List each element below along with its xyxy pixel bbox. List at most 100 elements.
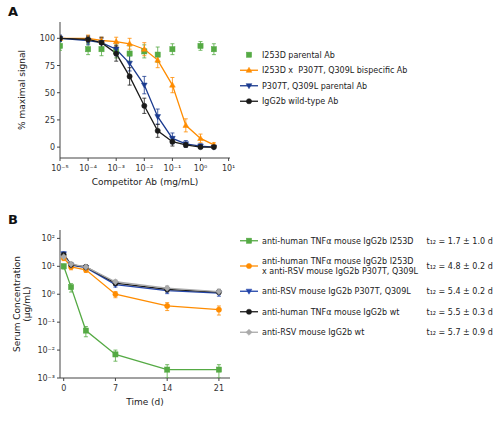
- y-tick-label: 10⁰: [42, 290, 55, 299]
- error-bar: [60, 36, 62, 40]
- data-point: [127, 61, 133, 66]
- legend-half-life: t₁₂ = 5.7 ± 0.9 d: [427, 328, 493, 337]
- data-point: [60, 36, 63, 41]
- error-bar: [113, 350, 117, 361]
- error-bar: [142, 43, 146, 56]
- data-point: [165, 367, 170, 372]
- chart-root: 10⁻⁵10⁻⁴10⁻³10⁻²10⁻¹10⁰10¹0255075100Comp…: [0, 0, 500, 428]
- y-tick-label: 100: [40, 34, 55, 43]
- x-tick: [200, 158, 201, 161]
- data-point: [60, 43, 63, 48]
- data-point: [216, 367, 221, 372]
- error-cap: [113, 297, 117, 298]
- y-tick-label: 75: [45, 62, 55, 71]
- text-line: anti-RSV mouse IgG2b P307T, Q309L: [262, 287, 411, 296]
- legend-half-life: t₁₂ = 1.7 ± 1.0 d: [427, 237, 493, 246]
- x-tick: [115, 378, 116, 381]
- data-point: [198, 135, 204, 140]
- error-cap: [198, 41, 202, 42]
- x-axis-line: [60, 378, 230, 379]
- y-tick: [57, 238, 60, 239]
- error-bar: [62, 264, 66, 269]
- error-cap: [142, 57, 146, 58]
- panel-title: B: [8, 212, 18, 227]
- data-point: [83, 264, 89, 270]
- x-tick-label: 10⁻⁴: [79, 164, 97, 173]
- y-tick: [57, 294, 60, 295]
- data-point: [99, 40, 104, 45]
- text-line: x anti-RSV mouse IgG2b P307T, Q309L: [262, 267, 419, 276]
- y-tick-label: 10¹: [42, 262, 55, 271]
- legend-marker: [246, 309, 251, 314]
- data-point: [113, 39, 119, 44]
- error-cap: [113, 361, 117, 362]
- data-group: [61, 252, 222, 378]
- series-line: [64, 257, 219, 292]
- data-point: [141, 83, 147, 88]
- text-line: anti-human TNFα mouse IgG2b I253D: [262, 237, 413, 246]
- y-tick: [57, 378, 60, 379]
- y-tick-label: 10⁻²: [37, 346, 55, 355]
- x-tick-label: 10¹: [222, 164, 235, 173]
- error-cap: [69, 292, 73, 293]
- error-bar: [114, 46, 118, 61]
- error-bar: [114, 43, 118, 56]
- data-point: [127, 51, 132, 56]
- data-point: [198, 145, 203, 150]
- legend-label: I253D parental Ab: [262, 51, 335, 60]
- x-tick: [144, 158, 145, 161]
- y-axis-line: [60, 230, 61, 378]
- error-bar: [170, 133, 174, 144]
- series-line: [64, 266, 219, 369]
- error-cap: [170, 132, 174, 133]
- y-tick-label: 10⁻¹: [37, 318, 55, 327]
- y-tick-label: 10²: [42, 234, 55, 243]
- error-cap: [86, 44, 90, 45]
- x-tick: [172, 158, 173, 161]
- text-line: I253D parental Ab: [262, 51, 335, 60]
- series-line: [60, 38, 214, 147]
- error-bar: [184, 119, 188, 132]
- data-point: [155, 52, 160, 57]
- error-bar: [156, 47, 160, 62]
- legend-marker: [246, 52, 251, 57]
- legend-label: I253D x P307T, Q309L bispecific Ab: [262, 66, 407, 75]
- text-line: % maximal signal: [17, 50, 27, 130]
- data-point: [211, 47, 216, 52]
- y-axis-label: Serum Concentration(μg/mL): [12, 256, 32, 352]
- y-tick-label: 50: [45, 89, 55, 98]
- text-line: IgG2b wild-type Ab: [262, 97, 338, 106]
- error-bar: [170, 137, 174, 146]
- error-cap: [128, 49, 132, 50]
- data-point: [165, 303, 170, 308]
- error-cap: [170, 77, 174, 78]
- data-point: [164, 285, 170, 291]
- error-cap: [156, 124, 160, 125]
- error-cap: [165, 302, 169, 303]
- error-bar: [165, 303, 169, 311]
- legend-marker: [246, 99, 251, 104]
- y-tick: [57, 38, 60, 39]
- error-bar: [156, 52, 160, 67]
- series-line: [64, 258, 219, 310]
- data-point: [183, 142, 189, 147]
- legend-label: anti-human TNFα mouse IgG2b I253Dx anti-…: [262, 257, 419, 276]
- error-cap: [142, 98, 146, 99]
- data-point: [216, 307, 221, 312]
- x-tick-label: 10⁻²: [135, 164, 153, 173]
- data-point: [85, 47, 90, 52]
- error-bar: [184, 143, 188, 147]
- x-tick-label: 21: [214, 384, 224, 393]
- error-cap: [113, 350, 117, 351]
- series-line: [64, 255, 219, 292]
- data-point: [142, 103, 147, 108]
- data-point: [113, 352, 118, 357]
- data-point: [61, 254, 67, 260]
- error-bar: [113, 292, 117, 298]
- error-cap: [128, 38, 132, 39]
- error-bar: [184, 141, 188, 148]
- legend-marker: [246, 84, 252, 89]
- panel: 07142110⁻³10⁻²10⁻¹10⁰10¹10²Time (d)Serum…: [8, 212, 230, 407]
- data-group: [60, 35, 217, 150]
- error-bar: [142, 98, 146, 113]
